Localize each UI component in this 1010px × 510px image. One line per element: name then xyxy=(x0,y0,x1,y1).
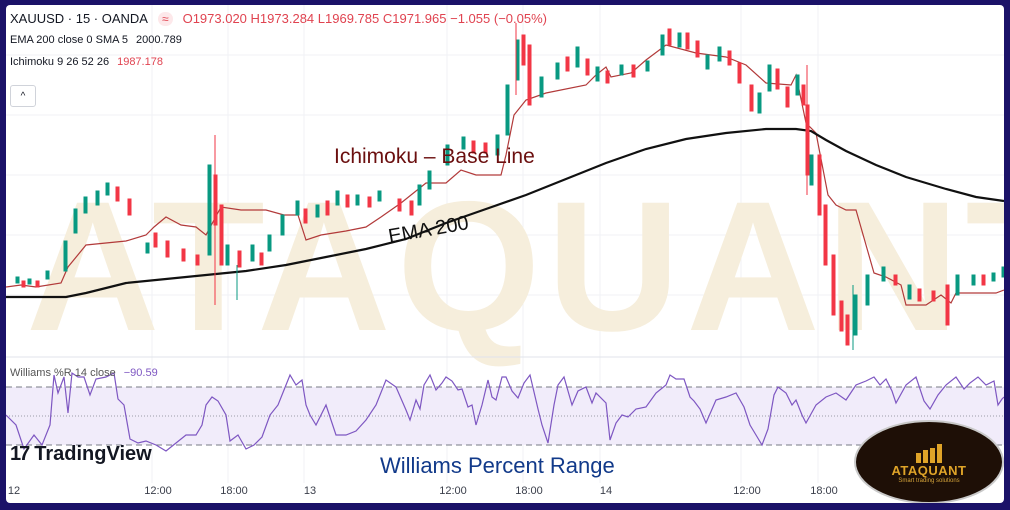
x-tick: 12 xyxy=(7,485,21,497)
ichimoku-legend-label: Ichimoku 9 26 52 26 xyxy=(10,56,110,68)
x-tick: 12:00 xyxy=(733,485,761,497)
williams-legend-label: Williams %R 14 close xyxy=(10,367,116,379)
base-line-annotation: Ichimoku – Base Line xyxy=(334,145,535,168)
ema-legend[interactable]: EMA 200 close 0 SMA 5 2000.789 xyxy=(10,34,182,46)
candlesticks xyxy=(15,23,1004,350)
symbol-title: XAUUSD · 15 · OANDA xyxy=(10,11,148,26)
williams-legend-value: −90.59 xyxy=(123,367,158,379)
x-tick: 18:00 xyxy=(810,485,838,497)
x-tick: 12:00 xyxy=(144,485,172,497)
badge-name: ATAQUANT xyxy=(891,462,967,478)
time-axis[interactable]: 12 12:00 18:00 13 12:00 18:00 14 12:00 1… xyxy=(6,483,1004,503)
ohlc-high: H1973.284 xyxy=(250,11,315,26)
watermark: ATAQUANT xyxy=(26,164,1004,370)
chart-frame: ATAQUANT xyxy=(6,5,1004,503)
ichimoku-legend-value: 1987.178 xyxy=(117,56,163,68)
ichimoku-base-line xyxy=(6,44,1004,306)
x-tick: 18:00 xyxy=(220,485,248,497)
x-tick: 18:00 xyxy=(515,485,543,497)
collapse-legend-button[interactable]: ^ xyxy=(10,85,36,107)
symbol-legend[interactable]: XAUUSD · 15 · OANDA ≈ O1973.020 H1973.284 … xyxy=(10,11,547,26)
tradingview-wordmark: TradingView xyxy=(34,443,152,465)
ema-200-line xyxy=(6,127,1004,299)
ichimoku-legend[interactable]: Ichimoku 9 26 52 26 1987.178 xyxy=(10,56,163,68)
ohlc-change: −1.055 (−0.05%) xyxy=(450,11,547,26)
chevron-up-icon: ^ xyxy=(20,90,26,102)
bar-chart-icon xyxy=(916,443,942,463)
ataquant-badge: ATAQUANT Smart trading solutions xyxy=(854,420,1004,503)
ema-legend-label: EMA 200 close 0 SMA 5 xyxy=(10,34,129,46)
approx-equal-icon: ≈ xyxy=(157,12,173,26)
x-tick: 14 xyxy=(599,485,613,497)
tradingview-mark-icon: 17 xyxy=(10,443,30,465)
badge-tagline: Smart trading solutions xyxy=(898,477,960,484)
x-tick: 13 xyxy=(303,485,317,497)
ohlc-low: L1969.785 xyxy=(317,11,380,26)
williams-legend[interactable]: Williams %R 14 close −90.59 xyxy=(10,367,158,379)
ema-legend-value: 2000.789 xyxy=(136,34,182,46)
williams-annotation: Williams Percent Range xyxy=(380,453,615,478)
ohlc-open: O1973.020 xyxy=(182,11,247,26)
x-tick: 12:00 xyxy=(439,485,467,497)
tradingview-logo[interactable]: 17 TradingView xyxy=(10,443,152,466)
ohlc-close: C1971.965 xyxy=(382,11,447,26)
chart-canvas[interactable]: ATAQUANT xyxy=(6,5,1004,483)
williams-r-line xyxy=(6,371,1004,452)
